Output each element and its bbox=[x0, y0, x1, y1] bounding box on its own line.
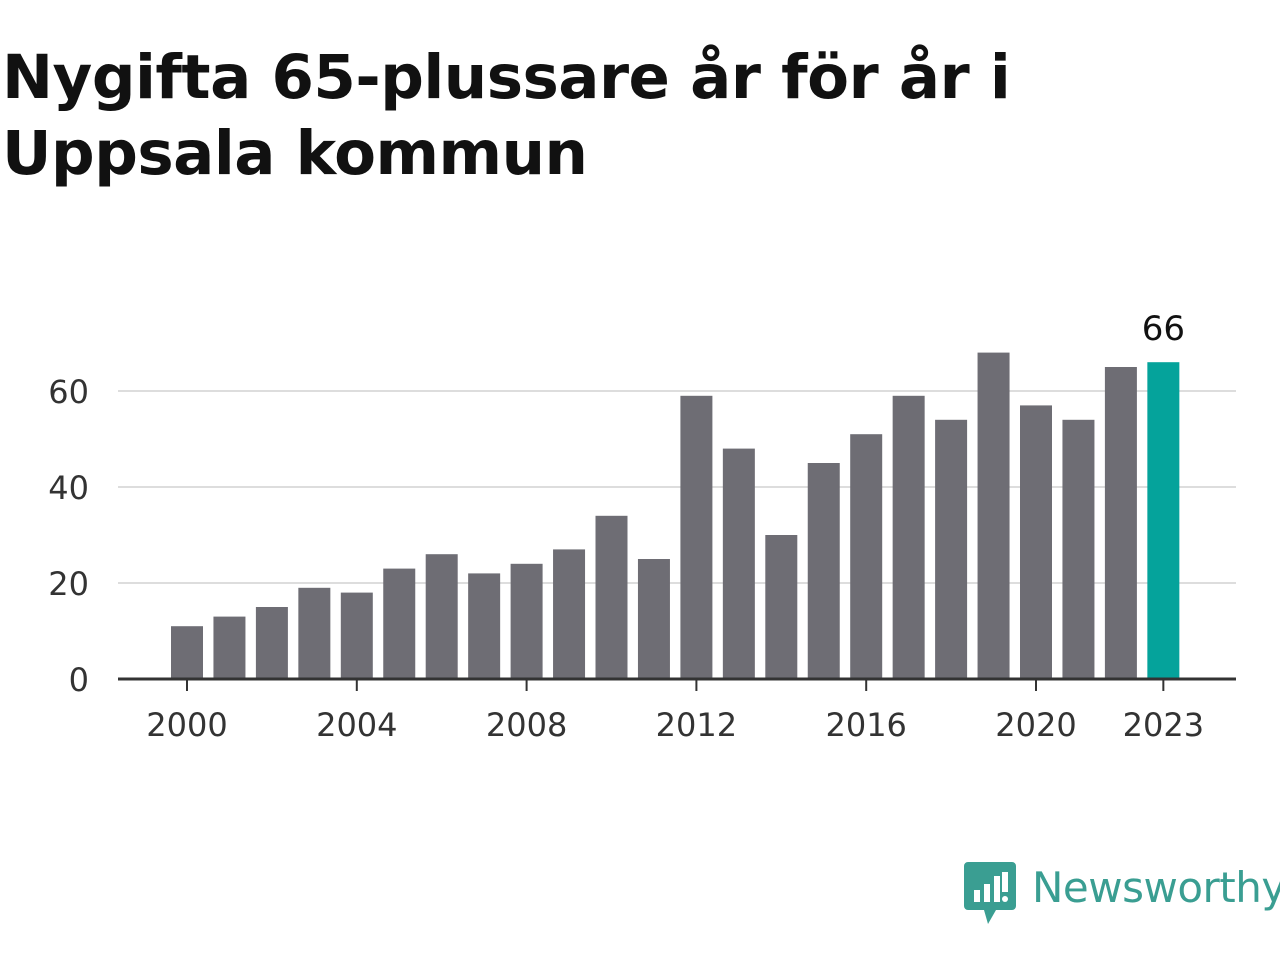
bar-2006 bbox=[425, 554, 458, 679]
bar-chart-speech-bubble-icon bbox=[964, 862, 1016, 924]
y-tick-label-60: 60 bbox=[48, 373, 89, 411]
bar-2018 bbox=[935, 419, 968, 679]
y-tick-label-20: 20 bbox=[48, 565, 89, 603]
bar-2012 bbox=[680, 395, 713, 679]
chart-title: Nygifta 65-plussare år för år i Uppsala … bbox=[2, 42, 1011, 189]
bar-2023 bbox=[1147, 362, 1180, 679]
bar-2010 bbox=[595, 515, 628, 679]
bar-2005 bbox=[383, 568, 416, 679]
x-tick-label-2004: 2004 bbox=[316, 706, 397, 744]
x-tick-label-2012: 2012 bbox=[656, 706, 737, 744]
bar-2019 bbox=[977, 352, 1010, 679]
newsworthy-logo: Newsworthy bbox=[964, 862, 1280, 928]
x-tick-label-2020: 2020 bbox=[995, 706, 1076, 744]
x-tick-label-2000: 2000 bbox=[146, 706, 227, 744]
brand-name: Newsworthy bbox=[1032, 863, 1280, 912]
bar-2017 bbox=[892, 395, 925, 679]
data-label-2023: 66 bbox=[1142, 309, 1185, 349]
bar-2021 bbox=[1062, 419, 1095, 679]
bar-2009 bbox=[553, 549, 586, 679]
bar-2004 bbox=[340, 592, 373, 679]
bar-2022 bbox=[1104, 367, 1137, 679]
y-tick-label-0: 0 bbox=[69, 661, 89, 699]
x-axis: 2000 2004 2008 2012 2016 2020 2023 bbox=[118, 677, 1236, 744]
x-tick-label-2016: 2016 bbox=[825, 706, 906, 744]
bar-2020 bbox=[1020, 405, 1052, 679]
bar-2000 bbox=[171, 626, 203, 679]
bar-2008 bbox=[510, 563, 543, 679]
bar-2016 bbox=[850, 434, 883, 679]
bars bbox=[171, 352, 1180, 679]
y-axis: 0 20 40 60 bbox=[48, 373, 89, 699]
bar-2003 bbox=[298, 587, 331, 679]
bar-2014 bbox=[765, 535, 798, 679]
x-tick-label-2023: 2023 bbox=[1123, 706, 1204, 744]
x-tick-label-2008: 2008 bbox=[486, 706, 567, 744]
y-tick-label-40: 40 bbox=[48, 469, 89, 507]
bar-2015 bbox=[807, 463, 840, 679]
bar-2011 bbox=[637, 559, 670, 679]
bar-2002 bbox=[255, 607, 288, 679]
bar-2013 bbox=[722, 448, 755, 679]
bar-2001 bbox=[213, 616, 246, 679]
annotations: 66 bbox=[1142, 309, 1185, 349]
bar-2007 bbox=[468, 573, 501, 679]
